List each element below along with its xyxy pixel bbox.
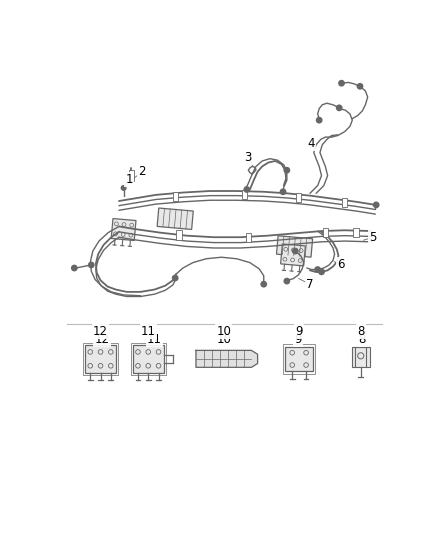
Circle shape [121,185,126,190]
Bar [83,343,118,375]
Text: 12: 12 [95,333,110,346]
Circle shape [336,105,342,110]
Bar [177,230,182,239]
Text: 11: 11 [141,325,156,337]
Circle shape [244,187,250,192]
Circle shape [72,265,77,271]
Bar [283,344,315,374]
Circle shape [173,276,178,281]
Text: 3: 3 [245,151,252,164]
Bar [246,232,251,242]
Bar [85,345,116,373]
FancyBboxPatch shape [281,244,305,266]
Circle shape [319,269,324,274]
Bar [131,343,166,375]
Text: 7: 7 [306,278,314,290]
Circle shape [88,262,94,268]
Circle shape [317,117,322,123]
Circle shape [315,267,320,272]
Circle shape [284,278,290,284]
Bar [352,348,370,367]
Text: 9: 9 [295,325,303,337]
Circle shape [293,248,298,254]
Text: 11: 11 [147,333,162,346]
Circle shape [261,281,266,287]
Text: 9: 9 [295,333,302,346]
Bar [133,345,164,373]
Circle shape [280,189,286,195]
Bar [342,198,347,207]
Text: 1: 1 [125,173,133,186]
Circle shape [284,167,290,173]
Text: 10: 10 [216,333,231,346]
Text: 8: 8 [359,333,366,346]
Bar [242,190,247,199]
Circle shape [374,202,379,207]
Bar [173,192,178,201]
Bar [353,228,359,237]
FancyBboxPatch shape [111,219,136,240]
Bar [323,228,328,237]
Text: 2: 2 [138,165,146,178]
Bar [285,346,313,371]
FancyBboxPatch shape [157,208,193,229]
Bar [296,192,301,202]
Circle shape [339,80,344,86]
Text: 12: 12 [93,325,108,337]
Bar [129,170,134,181]
Circle shape [357,84,363,89]
Text: 8: 8 [357,325,364,337]
Text: 6: 6 [337,259,345,271]
Text: 5: 5 [369,231,377,244]
Text: 4: 4 [308,137,315,150]
Polygon shape [196,350,258,367]
Text: 10: 10 [216,325,231,337]
FancyBboxPatch shape [276,236,313,257]
